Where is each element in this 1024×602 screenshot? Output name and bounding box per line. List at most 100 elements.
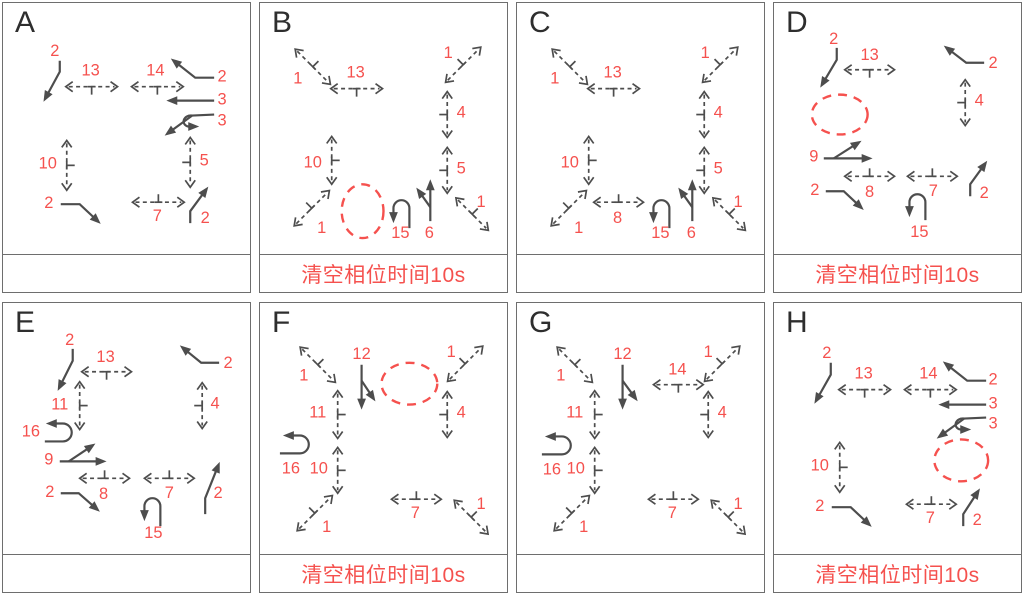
panel-label: A [15, 6, 36, 39]
number-label: 3 [989, 395, 998, 413]
number-label: 4 [714, 104, 723, 122]
pedestrian-crossing-arrow: 7 [906, 168, 959, 200]
number-label: 15 [910, 223, 928, 241]
u-turn-arrow [954, 417, 972, 434]
clearance-caption: 清空相位时间10s [815, 263, 980, 287]
number-label: 1 [574, 219, 583, 237]
vehicle-movement-arrow: 2 [44, 194, 101, 224]
vehicle-movement-arrow: 2 [57, 331, 74, 391]
vehicle-movement-arrow: 2 [43, 42, 61, 102]
number-label: 2 [810, 181, 819, 199]
phase-panel-d: D 2 13 2 4 9 8 7 2 15 2 清空相位时间10s [773, 2, 1022, 293]
pedestrian-crossing-arrow: 5 [696, 145, 723, 195]
vehicle-movement-arrow: 2 [969, 160, 989, 202]
panel-label: G [529, 306, 553, 339]
pedestrian-crossing-arrow: 13 [586, 64, 641, 97]
number-label: 1 [317, 219, 326, 237]
number-label: 12 [613, 345, 631, 363]
pedestrian-crossing-arrow: 4 [439, 390, 466, 439]
pedestrian-crossing-arrow: 1 [296, 494, 334, 536]
u-turn-arrow: 16 [541, 432, 572, 478]
number-label: 8 [865, 183, 874, 201]
number-label: 7 [926, 509, 935, 527]
number-label: 2 [44, 194, 53, 212]
clearance-ellipse [340, 183, 385, 240]
number-label: 5 [457, 159, 466, 177]
pedestrian-crossing-arrow: 4 [194, 381, 220, 430]
pedestrian-crossing-arrow: 13 [843, 46, 896, 78]
number-label: 4 [457, 404, 466, 422]
number-label: 14 [146, 62, 164, 80]
vehicle-movement-arrow: 2 [815, 497, 872, 527]
number-label: 1 [550, 70, 559, 88]
pedestrian-crossing-arrow: 10 [310, 445, 346, 495]
phase-diagram-svg: 2 13 11 2 4 169 8 7 2 15 2 [22, 331, 233, 542]
number-label: 14 [668, 361, 686, 379]
number-label: 13 [82, 62, 100, 80]
pedestrian-crossing-arrow: 10 [811, 440, 848, 494]
phase-panel-f: F 1 12 1 11 4 16 10 1 7 1 清空相位时间10s [259, 302, 508, 593]
number-label: 13 [603, 64, 621, 82]
vehicle-movement-arrow: 2 [962, 488, 982, 529]
pedestrian-crossing-arrow: 1 [556, 346, 594, 385]
vehicle-movement-arrow: 9 [44, 450, 107, 468]
vehicle-movement-arrow: 3 [936, 415, 998, 439]
u-turn-arrow: 15 [905, 193, 929, 241]
vehicle-movement-arrow [678, 187, 694, 208]
number-label: 1 [293, 70, 302, 88]
vehicle-movement-arrow [833, 140, 862, 160]
caption-bar [517, 554, 764, 592]
number-label: 1 [734, 193, 743, 211]
panel-label: B [272, 6, 293, 39]
panel-label: C [529, 6, 551, 39]
number-label: 15 [651, 224, 669, 242]
pedestrian-crossing-arrow: 4 [957, 78, 984, 127]
vehicle-movement-arrow: 6 [687, 179, 697, 242]
number-label: 1 [477, 193, 486, 211]
number-label: 7 [165, 484, 174, 502]
number-label: 1 [444, 44, 453, 62]
pedestrian-crossing-arrow: 10 [561, 135, 597, 186]
pedestrian-crossing-arrow: 1 [553, 494, 591, 536]
pedestrian-crossing-arrow: 1 [701, 44, 739, 84]
number-label: 2 [224, 354, 233, 372]
number-label: 1 [447, 343, 456, 361]
number-label: 2 [829, 30, 838, 48]
number-label: 7 [411, 504, 420, 522]
pedestrian-crossing-arrow: 4 [696, 90, 723, 139]
number-label: 1 [556, 367, 565, 385]
number-label: 10 [561, 153, 579, 171]
phase-panel-g: G 1 12 14 1 11 4 16 10 1 7 1 [516, 302, 765, 593]
pedestrian-crossing-arrow: 13 [837, 365, 892, 398]
phase-diagram-svg: 2 13 14 2 3 3 10 7 2 2 [811, 344, 998, 529]
clearance-caption: 清空相位时间10s [301, 263, 466, 287]
number-label: 2 [218, 68, 227, 86]
pedestrian-crossing-arrow: 13 [80, 348, 133, 380]
vehicle-movement-arrow: 3 [938, 395, 998, 413]
number-label: 5 [714, 159, 723, 177]
pedestrian-crossing-arrow: 1 [299, 346, 337, 385]
number-label: 13 [96, 348, 114, 366]
number-label: 8 [613, 209, 622, 227]
pedestrian-crossing-arrow: 14 [651, 361, 705, 393]
pedestrian-crossing-arrow: 11 [566, 389, 603, 440]
number-label: 1 [299, 367, 308, 385]
pedestrian-crossing-arrow: 1 [293, 189, 331, 237]
vehicle-movement-arrow: 3 [166, 91, 227, 109]
number-label: 9 [44, 450, 53, 468]
pedestrian-crossing-arrow: 11 [309, 389, 346, 440]
panel-label: H [786, 306, 808, 339]
pedestrian-crossing-arrow: 1 [453, 495, 490, 536]
panel-label: F [272, 306, 291, 339]
vehicle-movement-arrow: 2 [204, 461, 223, 515]
number-label: 1 [477, 495, 486, 513]
number-label: 8 [99, 485, 108, 503]
number-label: 2 [989, 54, 998, 72]
phase-diagram-svg: 2 13 14 2 3 3 10 5 2 7 2 [39, 42, 227, 227]
number-label: 11 [309, 404, 326, 422]
pedestrian-crossing-arrow: 11 [51, 380, 88, 431]
number-label: 10 [304, 153, 322, 171]
number-label: 3 [218, 91, 227, 109]
